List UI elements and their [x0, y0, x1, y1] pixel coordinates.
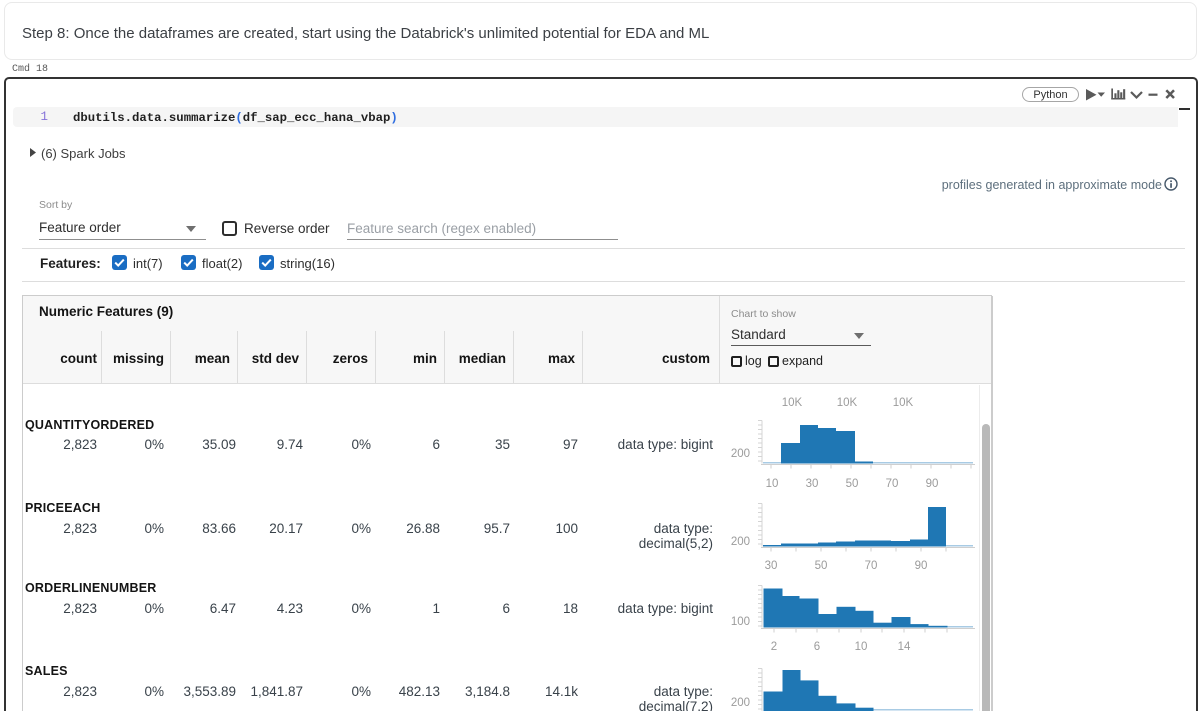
svg-text:200: 200 — [731, 536, 750, 548]
svg-text:30: 30 — [765, 560, 778, 572]
svg-text:200: 200 — [731, 697, 750, 709]
svg-text:50: 50 — [846, 478, 859, 490]
svg-text:30: 30 — [806, 478, 819, 490]
svg-text:6: 6 — [814, 641, 820, 653]
svg-text:70: 70 — [865, 560, 878, 572]
svg-text:10K: 10K — [782, 397, 803, 409]
svg-text:70: 70 — [886, 478, 899, 490]
svg-text:50: 50 — [815, 560, 828, 572]
svg-text:100: 100 — [731, 616, 750, 628]
svg-text:14: 14 — [898, 641, 911, 653]
svg-text:10: 10 — [855, 641, 868, 653]
svg-text:90: 90 — [926, 478, 939, 490]
svg-text:10K: 10K — [893, 397, 914, 409]
svg-text:200: 200 — [731, 448, 750, 460]
svg-text:2: 2 — [771, 641, 777, 653]
svg-text:10K: 10K — [837, 397, 858, 409]
svg-text:90: 90 — [915, 560, 928, 572]
svg-text:10: 10 — [766, 478, 779, 490]
